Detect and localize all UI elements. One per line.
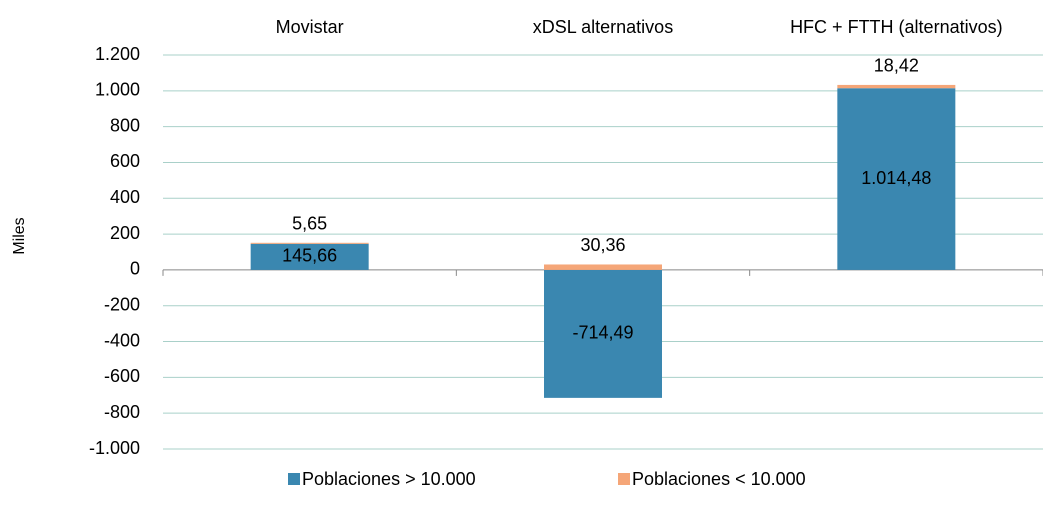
data-label: 145,66 bbox=[282, 246, 337, 266]
bar-segment bbox=[544, 269, 662, 398]
bar-segment bbox=[837, 88, 956, 270]
category-label: Movistar bbox=[276, 17, 344, 37]
data-label: 30,36 bbox=[580, 235, 625, 255]
category-label: xDSL alternativos bbox=[533, 17, 673, 37]
bar-segment bbox=[837, 84, 956, 89]
y-tick-label: 0 bbox=[130, 259, 140, 279]
data-label: 5,65 bbox=[292, 214, 327, 234]
y-tick-label: 1.000 bbox=[95, 80, 140, 100]
y-axis-label: Miles bbox=[11, 217, 28, 254]
data-label: -714,49 bbox=[572, 323, 633, 343]
y-tick-label: 400 bbox=[110, 187, 140, 207]
y-tick-label: -1.000 bbox=[89, 438, 140, 458]
bar-segment bbox=[250, 243, 369, 270]
y-tick-label: -200 bbox=[104, 294, 140, 314]
y-tick-label: -400 bbox=[104, 330, 140, 350]
category-label: HFC + FTTH (alternativos) bbox=[790, 17, 1003, 37]
y-tick-label: 600 bbox=[110, 151, 140, 171]
y-tick-label: 1.200 bbox=[95, 44, 140, 64]
data-label: 1.014,48 bbox=[861, 168, 931, 188]
bar-segment bbox=[250, 242, 369, 244]
legend-swatch bbox=[618, 473, 630, 485]
y-tick-label: -800 bbox=[104, 402, 140, 422]
y-tick-label: 800 bbox=[110, 115, 140, 135]
legend-swatch bbox=[288, 473, 300, 485]
y-tick-label: 200 bbox=[110, 223, 140, 243]
data-label: 18,42 bbox=[874, 56, 919, 76]
bar-segment bbox=[544, 264, 662, 270]
y-tick-label: -600 bbox=[104, 366, 140, 386]
legend-label: Poblaciones > 10.000 bbox=[302, 469, 476, 489]
legend-label: Poblaciones < 10.000 bbox=[632, 469, 806, 489]
